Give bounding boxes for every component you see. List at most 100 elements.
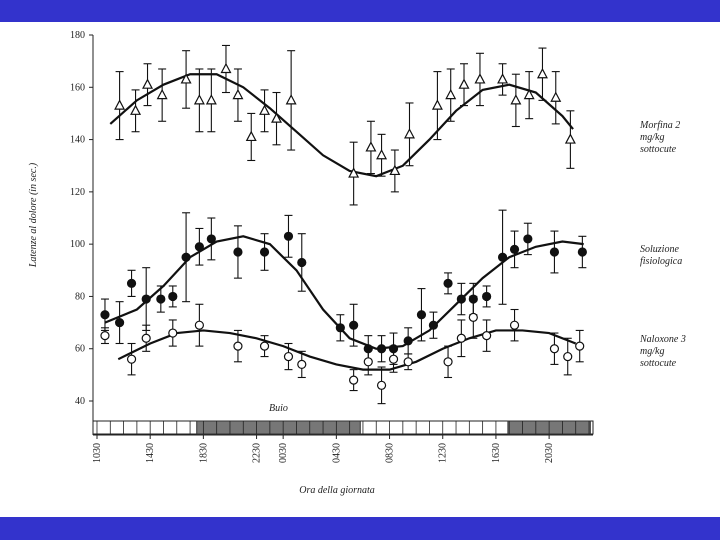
marker bbox=[403, 128, 415, 139]
marker bbox=[245, 130, 257, 142]
y-tick-label: 140 bbox=[70, 135, 85, 146]
marker bbox=[577, 247, 587, 257]
x-tick-label: 2030 bbox=[544, 443, 555, 463]
marker bbox=[468, 312, 478, 322]
marker bbox=[509, 320, 520, 330]
y-tick-label: 100 bbox=[70, 239, 85, 250]
marker bbox=[456, 333, 466, 343]
marker bbox=[510, 94, 522, 105]
legend-entry: Soluzione fisiologica bbox=[640, 244, 683, 267]
marker bbox=[365, 141, 377, 152]
marker bbox=[363, 357, 373, 367]
y-axis-label: Latenze al dolore (in sec.) bbox=[28, 162, 39, 268]
marker bbox=[285, 94, 297, 105]
marker bbox=[220, 62, 232, 74]
marker bbox=[233, 341, 243, 351]
marker bbox=[443, 278, 453, 288]
marker bbox=[389, 164, 401, 176]
marker bbox=[523, 234, 533, 244]
dark-label: Buio bbox=[269, 403, 288, 414]
marker bbox=[205, 94, 217, 105]
marker bbox=[193, 94, 205, 105]
marker bbox=[168, 328, 178, 338]
marker bbox=[564, 133, 576, 144]
marker bbox=[156, 88, 168, 100]
x-tick-label: 1430 bbox=[145, 443, 156, 463]
marker bbox=[349, 320, 359, 330]
marker bbox=[549, 247, 560, 257]
marker bbox=[497, 73, 509, 84]
marker bbox=[376, 380, 387, 390]
marker bbox=[443, 357, 453, 367]
marker bbox=[156, 294, 166, 304]
x-tick-label: 0830 bbox=[385, 443, 396, 463]
marker bbox=[168, 291, 178, 302]
x-tick-label: 0030 bbox=[278, 443, 289, 463]
marker bbox=[126, 278, 137, 288]
marker bbox=[297, 359, 307, 370]
marker bbox=[271, 112, 283, 123]
marker bbox=[428, 320, 439, 330]
marker bbox=[180, 73, 192, 84]
marker bbox=[259, 247, 270, 257]
marker bbox=[100, 331, 110, 341]
x-tick-label: 2230 bbox=[252, 443, 263, 463]
marker bbox=[376, 344, 387, 354]
marker bbox=[283, 351, 294, 362]
marker bbox=[575, 341, 585, 351]
marker bbox=[431, 99, 443, 110]
legend-entry: Naloxone 3 mg/kg sottocute bbox=[640, 334, 686, 369]
marker bbox=[114, 99, 126, 110]
marker bbox=[259, 341, 270, 351]
marker bbox=[114, 317, 125, 328]
marker bbox=[403, 336, 413, 346]
y-tick-label: 80 bbox=[75, 291, 85, 302]
x-tick-label: 1830 bbox=[198, 443, 209, 463]
marker bbox=[403, 357, 413, 367]
marker bbox=[232, 88, 244, 100]
marker bbox=[297, 257, 307, 268]
marker bbox=[283, 231, 294, 241]
marker bbox=[445, 88, 457, 100]
marker bbox=[549, 344, 560, 354]
marker bbox=[523, 88, 535, 100]
y-tick-label: 40 bbox=[75, 396, 85, 407]
marker bbox=[509, 244, 520, 254]
y-tick-label: 60 bbox=[75, 344, 85, 355]
marker bbox=[233, 247, 243, 257]
bottom-band bbox=[0, 517, 720, 540]
marker bbox=[416, 310, 427, 320]
marker bbox=[349, 375, 359, 385]
marker bbox=[194, 242, 204, 252]
marker bbox=[348, 167, 360, 178]
marker bbox=[550, 91, 562, 102]
marker bbox=[194, 320, 204, 330]
marker bbox=[497, 252, 508, 262]
marker bbox=[130, 104, 142, 115]
marker bbox=[126, 354, 137, 364]
marker bbox=[142, 78, 154, 89]
marker bbox=[563, 351, 573, 362]
marker bbox=[181, 252, 191, 262]
x-tick-label: 0430 bbox=[331, 443, 342, 463]
marker bbox=[388, 354, 399, 364]
marker bbox=[141, 294, 151, 304]
x-tick-label: 1230 bbox=[438, 443, 449, 463]
legend-entry: Morfina 2 mg/kg sottocute bbox=[640, 120, 681, 155]
y-tick-label: 120 bbox=[70, 187, 85, 198]
marker bbox=[376, 148, 388, 160]
marker bbox=[474, 73, 486, 84]
x-axis-label: Ora della giornata bbox=[299, 485, 375, 496]
marker bbox=[482, 291, 492, 302]
y-tick-label: 160 bbox=[70, 82, 85, 93]
marker bbox=[206, 234, 216, 244]
y-tick-label: 180 bbox=[70, 30, 85, 41]
x-tick-label: 1030 bbox=[92, 443, 103, 463]
top-band bbox=[0, 0, 720, 22]
marker bbox=[456, 294, 466, 304]
marker bbox=[259, 104, 271, 115]
dark-period bbox=[196, 420, 361, 435]
marker bbox=[458, 78, 470, 89]
